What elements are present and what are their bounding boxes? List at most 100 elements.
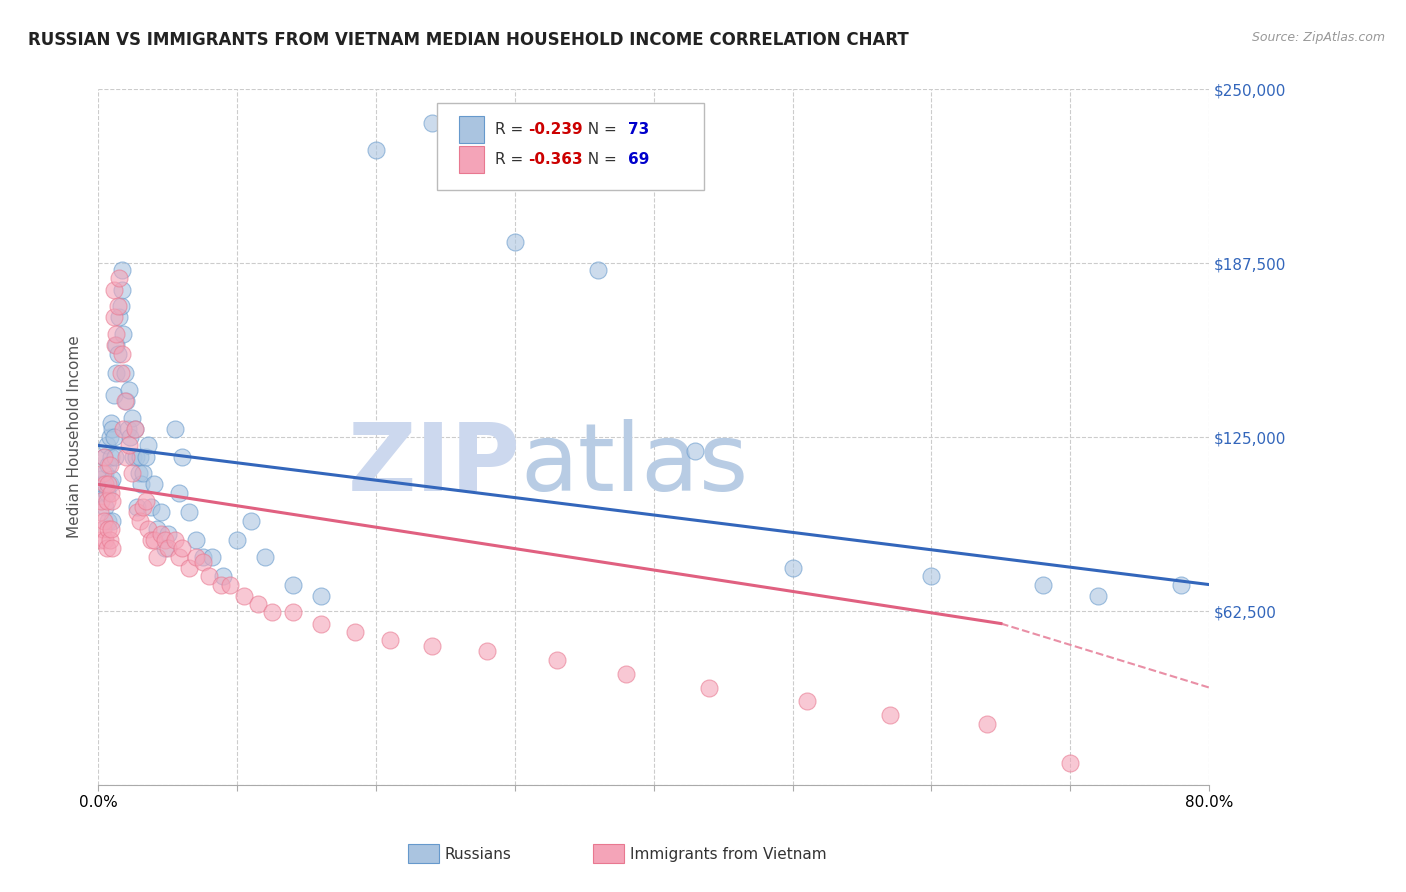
Point — [475, 644, 499, 658]
Point — [107, 299, 129, 313]
Point — [90, 533, 112, 547]
Point — [121, 410, 143, 425]
Point — [98, 477, 121, 491]
Point — [101, 472, 124, 486]
Point — [378, 633, 401, 648]
Point — [177, 561, 200, 575]
Point — [879, 708, 901, 723]
Point — [138, 522, 160, 536]
Point — [167, 485, 190, 500]
Point — [614, 666, 637, 681]
Point — [103, 283, 125, 297]
Point — [233, 589, 256, 603]
Point — [97, 477, 120, 491]
Point — [156, 541, 179, 556]
Point — [156, 527, 179, 541]
Text: 69: 69 — [628, 152, 650, 167]
Text: N =: N = — [578, 152, 621, 167]
Point — [94, 477, 117, 491]
Text: atlas: atlas — [520, 419, 749, 511]
Point — [170, 541, 193, 556]
Point — [118, 383, 141, 397]
Point — [281, 606, 304, 620]
Point — [135, 450, 157, 464]
Point — [96, 494, 118, 508]
Point — [105, 327, 128, 342]
Point — [108, 310, 131, 325]
Point — [89, 505, 111, 519]
Point — [122, 450, 145, 464]
Point — [96, 438, 118, 452]
Point — [94, 533, 117, 547]
Point — [191, 549, 214, 564]
Point — [101, 541, 124, 556]
Point — [129, 450, 152, 464]
Point — [240, 514, 263, 528]
Text: R =: R = — [495, 122, 529, 137]
Point — [98, 430, 121, 444]
Point — [111, 283, 134, 297]
Point — [699, 681, 721, 695]
Point — [219, 577, 242, 591]
Point — [143, 477, 166, 491]
Point — [796, 694, 818, 708]
Point — [104, 338, 127, 352]
Point — [143, 533, 166, 547]
Point — [91, 477, 114, 491]
Point — [163, 422, 186, 436]
Point — [93, 514, 115, 528]
Point — [103, 388, 125, 402]
Point — [138, 438, 160, 452]
Text: ZIP: ZIP — [347, 419, 520, 511]
Point — [120, 430, 142, 444]
Point — [149, 527, 172, 541]
Point — [111, 346, 134, 360]
Point — [97, 522, 120, 536]
Point — [101, 494, 124, 508]
Point — [184, 549, 207, 564]
Point — [1032, 577, 1054, 591]
Point — [96, 541, 118, 556]
Text: N =: N = — [578, 122, 621, 137]
FancyBboxPatch shape — [437, 103, 704, 190]
Point — [114, 366, 136, 380]
Point — [124, 422, 146, 436]
FancyBboxPatch shape — [460, 116, 484, 143]
Point — [97, 458, 120, 472]
Point — [114, 393, 136, 408]
Point — [1170, 577, 1192, 591]
Point — [132, 500, 155, 514]
Point — [145, 522, 167, 536]
Point — [163, 533, 186, 547]
Point — [111, 263, 134, 277]
Point — [588, 263, 610, 277]
Point — [1087, 589, 1109, 603]
Point — [201, 549, 224, 564]
Point — [247, 597, 270, 611]
Point — [198, 569, 221, 583]
Point — [108, 271, 131, 285]
Y-axis label: Median Household Income: Median Household Income — [67, 335, 83, 539]
Point — [112, 422, 135, 436]
Text: Source: ZipAtlas.com: Source: ZipAtlas.com — [1251, 31, 1385, 45]
Point — [127, 500, 149, 514]
Point — [96, 485, 118, 500]
Point — [420, 115, 443, 129]
Point — [90, 472, 112, 486]
Point — [125, 450, 148, 464]
Point — [103, 310, 125, 325]
Point — [226, 533, 249, 547]
Text: R =: R = — [495, 152, 529, 167]
Point — [101, 514, 124, 528]
Point — [115, 393, 138, 408]
Point — [97, 514, 120, 528]
FancyBboxPatch shape — [460, 146, 484, 173]
Point — [110, 366, 132, 380]
Point — [309, 589, 332, 603]
Point — [685, 444, 707, 458]
Point — [135, 494, 157, 508]
Text: Russians: Russians — [444, 847, 512, 862]
Point — [281, 577, 304, 591]
Point — [253, 549, 276, 564]
Point — [366, 144, 388, 158]
